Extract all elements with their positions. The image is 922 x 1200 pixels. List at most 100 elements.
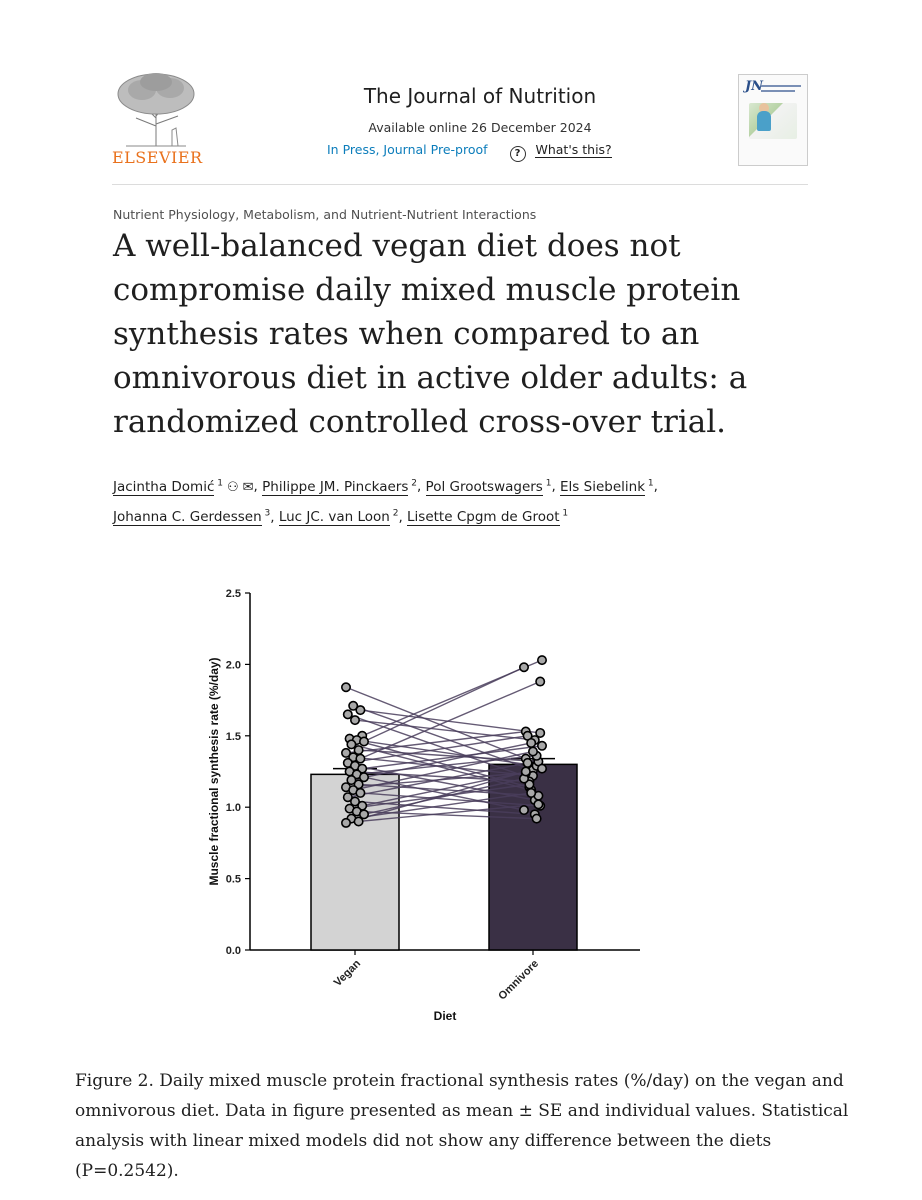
author-separator: , [653,478,658,495]
x-axis-label: Diet [434,1009,457,1023]
article-section[interactable]: Nutrient Physiology, Metabolism, and Nut… [113,207,537,222]
affiliation-marker[interactable]: 1 [542,478,552,488]
author[interactable]: Luc JC. van Loon 2 [278,508,399,526]
author-separator: , [398,509,408,525]
author[interactable]: Pol Grootswagers 1 [425,478,552,496]
whats-this-link[interactable]: What's this? [535,142,612,158]
paired-line [360,792,541,807]
paired-line [360,709,541,734]
omnivore-point [536,763,547,774]
omnivore-point [536,655,547,666]
paired-line [362,745,543,770]
in-press-status[interactable]: In Press, Journal Pre-proof [327,142,488,157]
vegan-point [353,816,364,827]
author-separator: , [416,478,426,495]
omnivore-point [531,813,542,824]
vegan-point [342,792,353,803]
omnivore-point [526,787,537,798]
y-tick-label: 1.0 [226,802,241,814]
paired-line [360,680,541,760]
author[interactable]: Els Siebelink 1 [560,478,654,496]
author-name[interactable]: Johanna C. Gerdessen [113,509,262,526]
affiliation-marker[interactable]: 1 [214,478,223,488]
paired-line [351,742,532,781]
affiliation-marker[interactable]: 2 [408,478,417,488]
omnivore-point [520,766,531,777]
paired-line [356,810,537,820]
author-name[interactable]: Pol Grootswagers [425,478,543,496]
vegan-point [350,715,361,726]
author-name[interactable]: Els Siebelink [560,478,646,496]
y-tick-label: 2.5 [226,588,241,600]
available-online-date: Available online 26 December 2024 [368,120,592,135]
x-tick-label-vegan: Vegan [332,957,364,989]
author[interactable]: Johanna C. Gerdessen 3 [113,508,271,526]
cover-abbrev: JN [745,79,764,94]
paired-line [356,755,537,776]
y-tick-label: 0.5 [226,874,241,886]
question-circle-icon[interactable]: ? [509,146,526,162]
publisher-name: ELSEVIER [112,148,203,167]
y-axis-label: Muscle fractional synthesis rate (%/day) [207,657,221,885]
paired-line [351,792,532,820]
author-name[interactable]: Philippe JM. Pinckaers [262,478,409,496]
vegan-point [341,682,352,693]
paired-line [358,803,539,823]
author-name[interactable]: Lisette Cpgm de Groot [407,509,560,526]
vegan-point [346,739,357,750]
omnivore-point [518,805,529,816]
omnivore-point [522,757,533,768]
author[interactable]: Lisette Cpgm de Groot 1 [407,508,569,526]
figure-2: 0.0 0.5 1.0 1.5 2.0 2.5 Muscle fractional synt… [190,575,660,1035]
article-title: A well-balanced vegan diet does not comp… [113,228,748,440]
paired-line [358,749,539,763]
paired-line [358,783,539,797]
omnivore-point [533,799,544,810]
vegan-point [342,709,353,720]
x-tick-label-omnivore: Omnivore [496,958,541,1003]
y-tick-label: 2.0 [226,659,241,671]
vegan-point [341,817,352,828]
cover-subtitle-line [761,90,795,92]
vegan-point [359,772,370,783]
vegan-point [341,747,352,758]
vegan-point [346,775,357,786]
elsevier-logo[interactable]: ELSEVIER [112,70,203,170]
author-list: Jacintha Domić 1 ⚇ ✉, Philippe JM. Pinckae… [113,470,833,530]
envelope-icon[interactable]: ✉ [242,479,254,495]
paired-line [353,756,534,777]
y-tick-label: 0.0 [226,945,241,957]
paired-line [356,739,537,767]
paired-line [354,719,535,741]
y-tick-label: 1.5 [226,731,241,743]
journal-title[interactable]: The Journal of Nutrition [363,84,597,108]
vegan-point [359,736,370,747]
status-row: In Press, Journal Pre-proof ? What's thi… [327,142,612,162]
figure-caption: Figure 2. Daily mixed muscle protein fra… [75,1071,849,1181]
affiliation-marker[interactable]: 1 [559,508,569,519]
paired-line [353,750,534,791]
vegan-point [355,787,366,798]
cover-photo-child [759,103,769,113]
author-name[interactable]: Jacintha Domić [113,478,215,496]
author-name[interactable]: Luc JC. van Loon [278,509,390,526]
paired-line [345,770,526,824]
author-separator: , [551,478,561,495]
paired-line [347,762,528,798]
article-header: ELSEVIER The Journal of Nutrition Availa… [112,70,808,185]
elsevier-tree-icon [117,73,195,147]
author[interactable]: Jacintha Domić 1 ⚇ ✉ [113,478,254,496]
cover-subtitle-line [761,85,801,87]
omnivore-point [536,740,547,751]
person-icon[interactable]: ⚇ [226,479,239,495]
author[interactable]: Philippe JM. Pinckaers 2 [262,478,417,496]
author-separator: , [253,478,263,495]
affiliation-marker[interactable]: 3 [261,508,271,519]
journal-cover-thumbnail[interactable]: JN [738,74,808,166]
affiliation-marker[interactable]: 2 [389,508,399,519]
omnivore-point [518,662,529,673]
omnivore-point [535,676,546,687]
vegan-point [348,700,359,711]
affiliation-marker[interactable]: 1 [645,478,654,488]
vegan-point [355,753,366,764]
